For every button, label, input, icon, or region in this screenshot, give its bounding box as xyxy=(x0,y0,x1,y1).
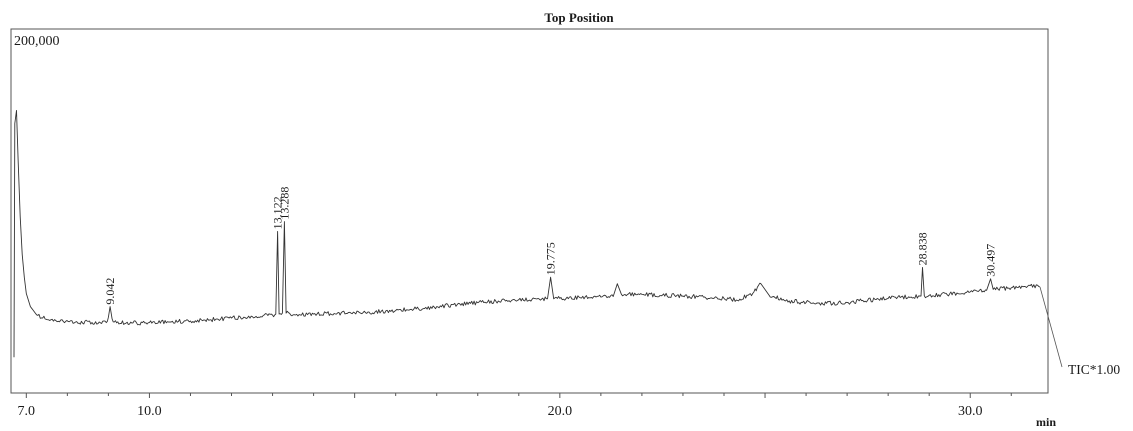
trace-label: TIC*1.00 xyxy=(1068,362,1120,377)
x-axis-label: min xyxy=(1036,415,1056,429)
x-tick-label: 10.0 xyxy=(137,404,162,419)
peak-label: 28.838 xyxy=(916,232,930,265)
trace-label-leader xyxy=(1039,286,1063,368)
x-tick-label: 7.0 xyxy=(18,404,36,419)
tic-trace xyxy=(13,109,1041,358)
plot-frame xyxy=(10,28,1049,394)
chart-title: Top Position xyxy=(544,10,614,25)
peak-label: 30.497 xyxy=(984,244,998,277)
peak-label: 19.775 xyxy=(544,242,558,275)
peak-label: 13.122 xyxy=(271,196,285,229)
x-tick-label: 30.0 xyxy=(958,404,983,419)
peak-label: 9.042 xyxy=(103,278,117,305)
x-tick-label: 20.0 xyxy=(548,404,573,419)
peak-label: 13.288 xyxy=(277,187,291,220)
x-axis-ticks xyxy=(25,393,1012,398)
y-max-label: 200,000 xyxy=(14,34,60,49)
x-axis-tick-labels: 7.0 10.0 20.0 30.0 xyxy=(18,404,983,419)
